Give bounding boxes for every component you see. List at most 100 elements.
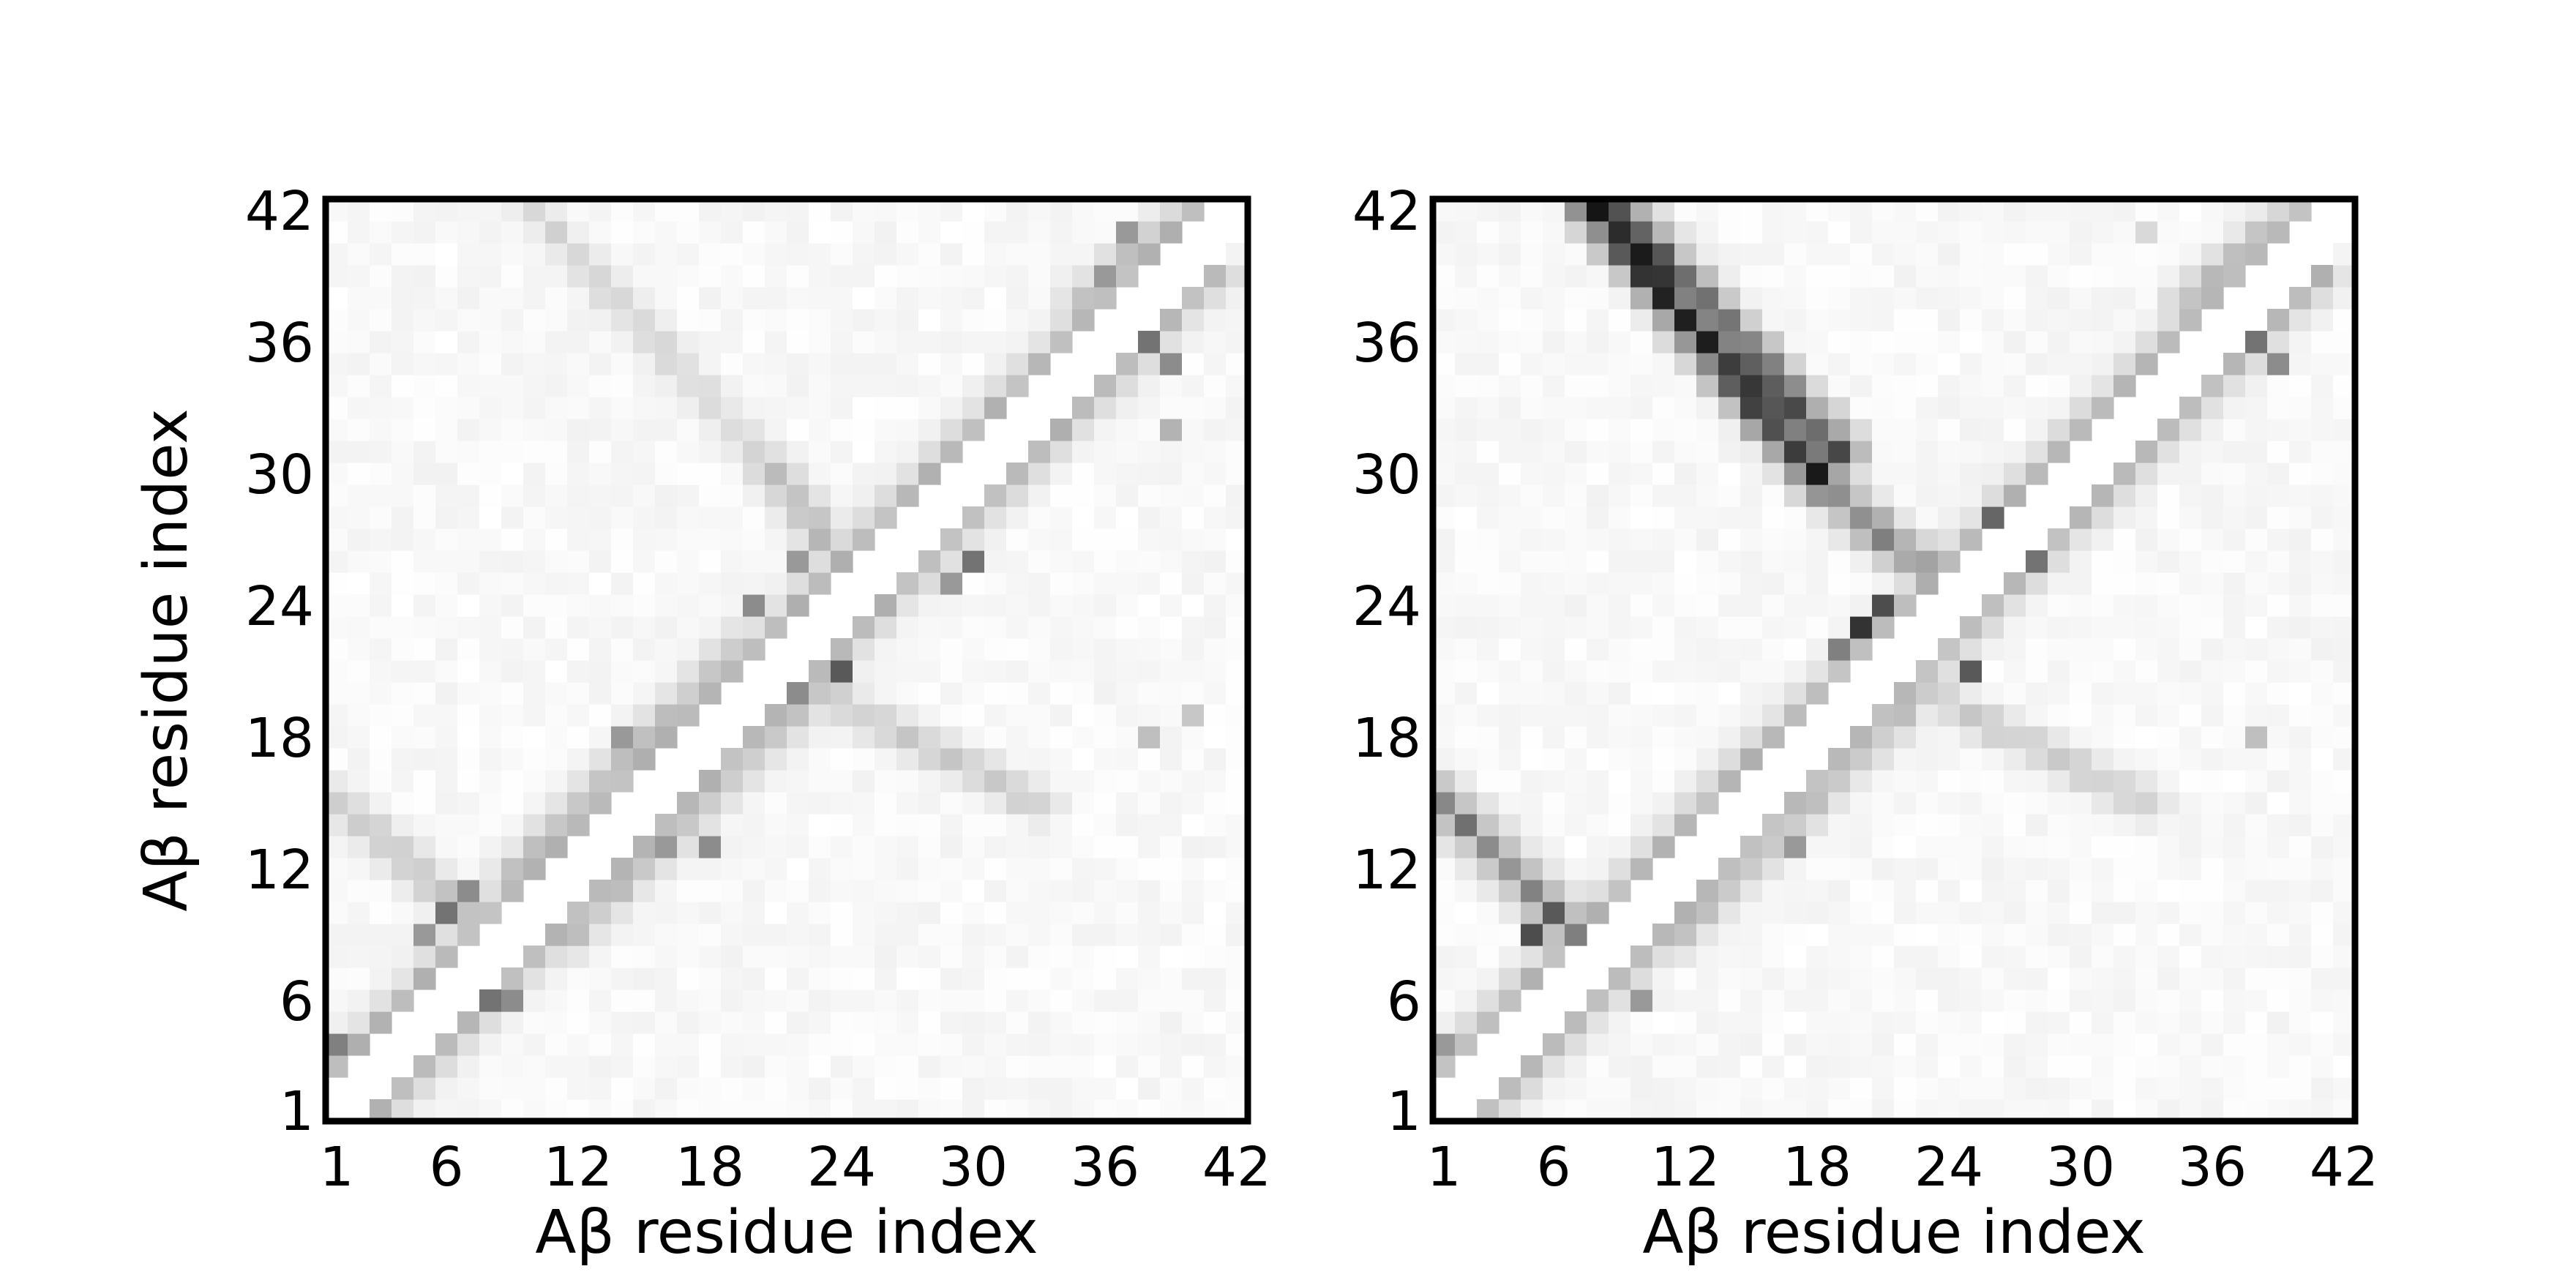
heatmap-cell <box>611 397 634 419</box>
heatmap-cell <box>809 463 831 485</box>
heatmap-cell <box>370 726 392 749</box>
heatmap-cell <box>1521 858 1543 880</box>
heatmap-cell <box>2157 463 2180 485</box>
heatmap-cell <box>1630 309 1653 332</box>
heatmap-cell <box>370 924 392 946</box>
heatmap-cell <box>853 726 875 749</box>
heatmap-cell <box>699 419 722 441</box>
heatmap-cell <box>2223 506 2246 529</box>
heatmap-cell <box>984 989 1007 1012</box>
heatmap-cell <box>2070 858 2092 880</box>
heatmap-cell <box>1094 989 1117 1012</box>
heatmap-cell <box>2179 265 2202 288</box>
heatmap-cell <box>1094 594 1117 617</box>
heatmap-cell <box>1160 924 1183 946</box>
heatmap-cell <box>1609 1055 1631 1078</box>
heatmap-cell <box>1674 375 1697 397</box>
heatmap-cell <box>2245 814 2268 836</box>
heatmap-cell <box>1630 594 1653 617</box>
heatmap-cell <box>2048 814 2070 836</box>
heatmap-cell <box>721 441 744 463</box>
heatmap-cell <box>1872 989 1895 1012</box>
heatmap-cell <box>2245 946 2268 968</box>
heatmap-cell <box>2092 265 2114 288</box>
heatmap-cell <box>1850 265 1873 288</box>
heatmap-cell <box>699 506 722 529</box>
heatmap-cell <box>2070 353 2092 375</box>
heatmap-cell <box>435 419 458 441</box>
heatmap-cell <box>2311 331 2334 353</box>
heatmap-cell <box>1565 550 1587 573</box>
heatmap-cell <box>699 331 722 353</box>
heatmap-cell <box>545 550 568 573</box>
heatmap-cell <box>765 704 787 727</box>
heatmap-cell <box>1916 726 1939 749</box>
heatmap-cell <box>984 594 1007 617</box>
heatmap-cell <box>1477 858 1499 880</box>
heatmap-cell <box>479 506 502 529</box>
heatmap-cell <box>1938 419 1961 441</box>
heatmap-cell <box>765 616 787 639</box>
heatmap-cell <box>2070 594 2092 617</box>
heatmap-cell <box>2157 331 2180 353</box>
heatmap-cell <box>326 1055 348 1078</box>
heatmap-cell <box>1116 528 1139 551</box>
heatmap-cell <box>1938 199 1961 222</box>
heatmap-cell <box>2004 967 2026 990</box>
heatmap-cell <box>1094 924 1117 946</box>
heatmap-cell <box>479 419 502 441</box>
heatmap-cell <box>1960 967 1982 990</box>
heatmap-cell <box>787 550 809 573</box>
heatmap-cell <box>655 287 678 310</box>
heatmap-cell <box>1006 506 1029 529</box>
heatmap-cell <box>853 989 875 1012</box>
heatmap-cell <box>1094 528 1117 551</box>
heatmap-cell <box>457 572 480 595</box>
heatmap-cell <box>2157 287 2180 310</box>
heatmap-cell <box>370 682 392 705</box>
heatmap-cell <box>853 265 875 288</box>
heatmap-cell <box>1718 726 1741 749</box>
heatmap-cell <box>2026 594 2048 617</box>
heatmap-cell <box>1938 484 1961 507</box>
heatmap-cell <box>1182 770 1205 793</box>
heatmap-cell <box>1587 1011 1609 1034</box>
heatmap-cell <box>918 989 941 1012</box>
heatmap-cell <box>1160 1011 1183 1034</box>
heatmap-cell <box>2245 353 2268 375</box>
heatmap-cell <box>2179 484 2202 507</box>
heatmap-cell <box>1521 550 1543 573</box>
heatmap-cell <box>1521 331 1543 353</box>
y-tick-label: 42 <box>1352 180 1421 243</box>
heatmap-cell <box>677 265 700 288</box>
heatmap-cell <box>2004 726 2026 749</box>
heatmap-cell <box>2267 353 2290 375</box>
heatmap-cell <box>1982 682 2004 705</box>
heatmap-cell <box>1499 221 1521 244</box>
heatmap-cell <box>2289 419 2312 441</box>
heatmap-cell <box>1072 594 1095 617</box>
heatmap-cell <box>1094 1055 1117 1078</box>
heatmap-cell <box>918 924 941 946</box>
heatmap-cell <box>831 946 853 968</box>
heatmap-cell <box>743 726 765 749</box>
heatmap-cell <box>1872 375 1895 397</box>
heatmap-cell <box>831 331 853 353</box>
heatmap-cell <box>1718 902 1741 924</box>
heatmap-cell <box>699 638 722 661</box>
heatmap-cell <box>501 265 524 288</box>
heatmap-cell <box>875 989 897 1012</box>
y-tick-label: 24 <box>1352 575 1421 638</box>
heatmap-cell <box>1565 506 1587 529</box>
heatmap-cell <box>1565 1011 1587 1034</box>
heatmap-cell <box>940 836 963 858</box>
heatmap-cell <box>501 375 524 397</box>
heatmap-cell <box>1499 814 1521 836</box>
heatmap-cell <box>940 528 963 551</box>
heatmap-cell <box>787 902 809 924</box>
heatmap-cell <box>633 726 656 749</box>
heatmap-cell <box>1521 836 1543 858</box>
heatmap-cell <box>1116 419 1139 441</box>
heatmap-cell <box>2113 1033 2136 1056</box>
heatmap-cell <box>1718 441 1741 463</box>
